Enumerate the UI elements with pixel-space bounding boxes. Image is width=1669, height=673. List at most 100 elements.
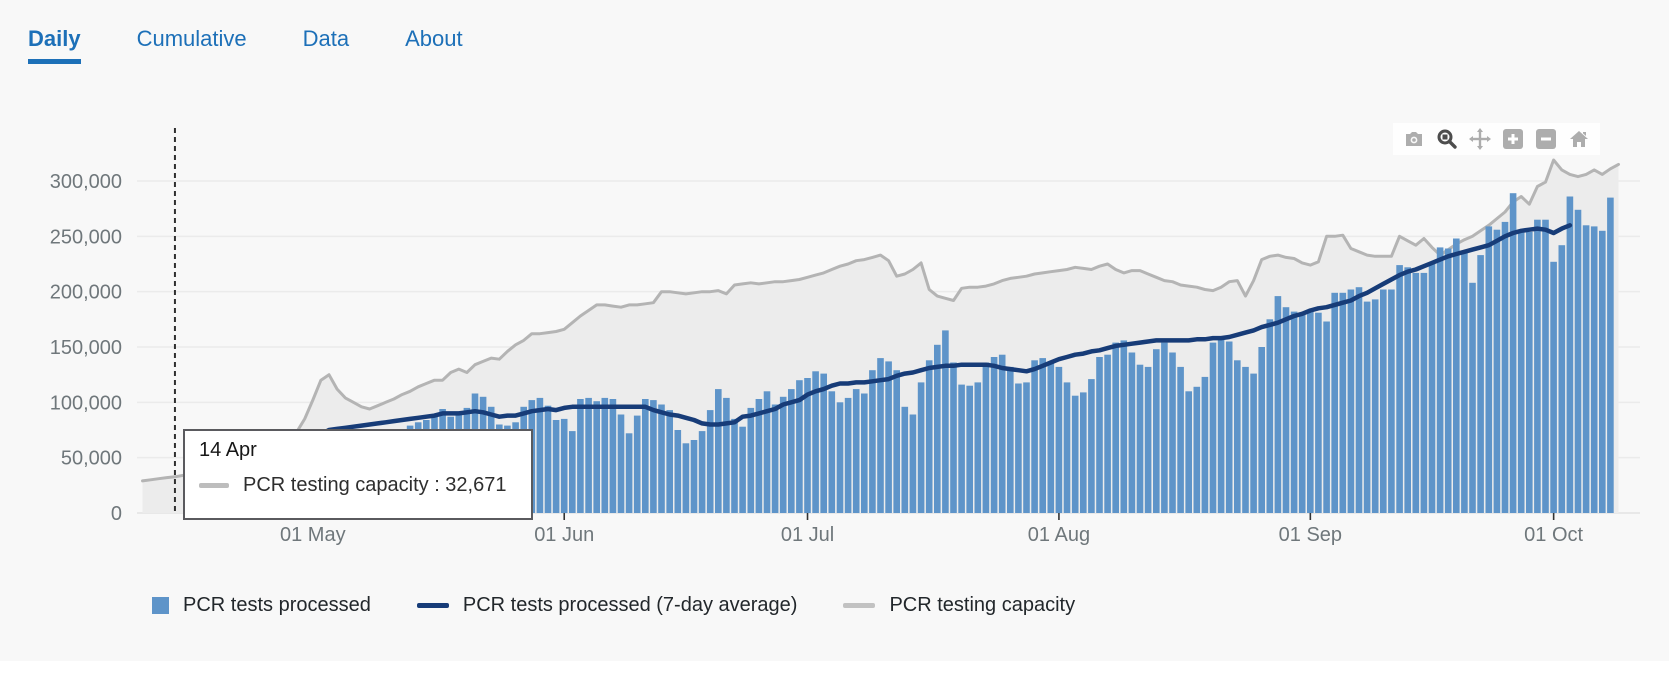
daily-bar[interactable] xyxy=(617,414,625,514)
daily-bar[interactable] xyxy=(1380,289,1387,514)
daily-bar[interactable] xyxy=(731,418,738,513)
daily-bar[interactable] xyxy=(1023,382,1030,513)
daily-bar[interactable] xyxy=(593,401,600,513)
daily-bar[interactable] xyxy=(974,382,982,513)
daily-bar[interactable] xyxy=(1274,296,1282,513)
daily-bar[interactable] xyxy=(1550,261,1557,513)
pan-icon[interactable] xyxy=(1467,126,1493,152)
daily-bar[interactable] xyxy=(917,382,925,513)
daily-bar[interactable] xyxy=(1015,383,1022,514)
daily-bar[interactable] xyxy=(1185,391,1192,513)
legend-item[interactable]: PCR testing capacity xyxy=(843,594,1075,617)
daily-bar[interactable] xyxy=(1420,272,1428,513)
daily-bar[interactable] xyxy=(1242,366,1249,513)
daily-bar[interactable] xyxy=(1453,238,1460,514)
daily-bar[interactable] xyxy=(1250,373,1257,513)
daily-bar[interactable] xyxy=(1080,392,1087,513)
daily-bar[interactable] xyxy=(650,400,657,513)
daily-bar[interactable] xyxy=(1112,342,1119,513)
daily-bar[interactable] xyxy=(544,405,552,513)
daily-bar[interactable] xyxy=(1007,366,1014,513)
daily-bar[interactable] xyxy=(552,420,560,513)
daily-bar[interactable] xyxy=(690,440,698,513)
daily-bar[interactable] xyxy=(1339,292,1347,513)
daily-bar[interactable] xyxy=(909,414,917,514)
daily-bar[interactable] xyxy=(1153,349,1160,513)
tab-daily[interactable]: Daily xyxy=(28,26,81,65)
daily-bar[interactable] xyxy=(1534,219,1541,513)
daily-bar[interactable] xyxy=(1039,358,1046,513)
daily-bar[interactable] xyxy=(844,397,852,513)
daily-bar[interactable] xyxy=(723,397,730,513)
daily-bar[interactable] xyxy=(1461,252,1468,513)
daily-bar[interactable] xyxy=(569,431,576,513)
daily-bar[interactable] xyxy=(1517,231,1525,513)
daily-bar[interactable] xyxy=(942,330,949,513)
daily-bar[interactable] xyxy=(1509,193,1517,513)
zoom-icon[interactable] xyxy=(1434,126,1460,152)
daily-bar[interactable] xyxy=(1193,386,1201,513)
daily-bar[interactable] xyxy=(1169,352,1176,514)
daily-bar[interactable] xyxy=(771,404,779,514)
daily-bar[interactable] xyxy=(812,371,819,513)
daily-bar[interactable] xyxy=(658,404,665,514)
daily-bar[interactable] xyxy=(852,389,860,513)
daily-bar[interactable] xyxy=(585,397,592,513)
daily-bar[interactable] xyxy=(885,361,892,513)
daily-bar[interactable] xyxy=(1031,360,1038,513)
daily-bar[interactable] xyxy=(1136,364,1144,513)
zoom-in-icon[interactable] xyxy=(1500,126,1526,152)
daily-bar[interactable] xyxy=(788,389,795,513)
daily-bar[interactable] xyxy=(828,391,836,513)
daily-bar[interactable] xyxy=(1088,379,1095,513)
daily-bar[interactable] xyxy=(536,397,544,513)
daily-bar[interactable] xyxy=(804,378,811,513)
daily-bar[interactable] xyxy=(1493,229,1501,513)
daily-bar[interactable] xyxy=(982,362,990,514)
daily-bar[interactable] xyxy=(861,393,868,514)
daily-bar[interactable] xyxy=(1566,196,1574,514)
daily-bar[interactable] xyxy=(1436,247,1444,513)
legend-item[interactable]: PCR tests processed (7-day average) xyxy=(416,594,797,617)
daily-bar[interactable] xyxy=(1315,312,1322,513)
daily-bar[interactable] xyxy=(625,433,633,513)
daily-bar[interactable] xyxy=(1444,248,1452,514)
daily-bar[interactable] xyxy=(674,430,682,513)
daily-bar[interactable] xyxy=(1290,311,1298,513)
daily-bar[interactable] xyxy=(1347,289,1355,514)
home-icon[interactable] xyxy=(1566,126,1592,152)
daily-bar[interactable] xyxy=(755,399,763,513)
daily-bar[interactable] xyxy=(1266,319,1274,513)
tab-cumulative[interactable]: Cumulative xyxy=(136,26,247,51)
daily-bar[interactable] xyxy=(1128,352,1136,514)
daily-bar[interactable] xyxy=(715,389,722,513)
daily-bar[interactable] xyxy=(1104,354,1111,513)
legend-item[interactable]: PCR tests processed xyxy=(152,594,371,617)
average-line[interactable] xyxy=(188,223,1573,496)
daily-bar[interactable] xyxy=(1574,209,1582,514)
camera-icon[interactable] xyxy=(1401,126,1427,152)
zoom-out-icon[interactable] xyxy=(1533,126,1559,152)
daily-bar[interactable] xyxy=(1096,357,1103,513)
daily-bar[interactable] xyxy=(901,406,909,513)
daily-bar[interactable] xyxy=(796,380,803,513)
daily-bar[interactable] xyxy=(869,370,876,513)
daily-bar[interactable] xyxy=(1258,347,1265,513)
daily-bar[interactable] xyxy=(1234,360,1241,513)
tab-about[interactable]: About xyxy=(405,26,463,51)
daily-bar[interactable] xyxy=(1404,267,1411,513)
tab-data[interactable]: Data xyxy=(302,26,350,51)
daily-bar[interactable] xyxy=(747,407,755,513)
capacity-line[interactable] xyxy=(141,158,1620,483)
daily-bar[interactable] xyxy=(1558,245,1566,513)
daily-bar[interactable] xyxy=(998,354,1006,513)
daily-bar[interactable] xyxy=(1225,341,1233,514)
daily-bar[interactable] xyxy=(877,358,884,513)
daily-bar[interactable] xyxy=(577,399,584,513)
daily-bar[interactable] xyxy=(1469,282,1476,513)
daily-bar[interactable] xyxy=(958,384,965,513)
daily-bar[interactable] xyxy=(1307,311,1314,513)
daily-bar[interactable] xyxy=(1412,272,1420,513)
daily-bar[interactable] xyxy=(966,385,973,513)
